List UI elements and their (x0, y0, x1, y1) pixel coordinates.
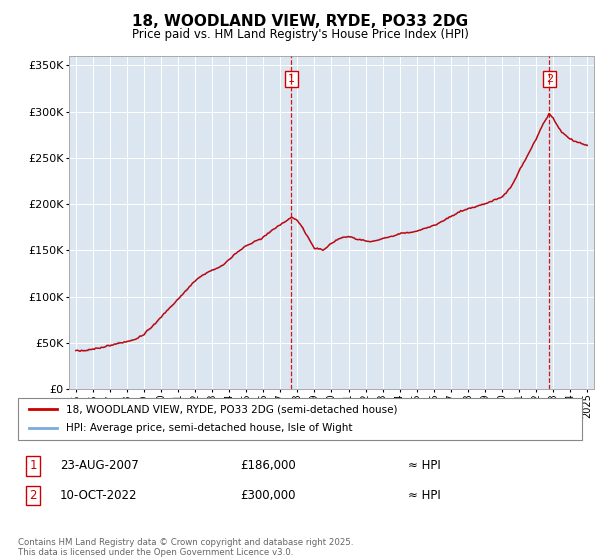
Text: 1: 1 (29, 459, 37, 473)
Text: 18, WOODLAND VIEW, RYDE, PO33 2DG (semi-detached house): 18, WOODLAND VIEW, RYDE, PO33 2DG (semi-… (66, 404, 397, 414)
Text: £300,000: £300,000 (240, 489, 296, 502)
Text: 10-OCT-2022: 10-OCT-2022 (60, 489, 137, 502)
Text: Price paid vs. HM Land Registry's House Price Index (HPI): Price paid vs. HM Land Registry's House … (131, 28, 469, 41)
Text: 23-AUG-2007: 23-AUG-2007 (60, 459, 139, 473)
Text: Contains HM Land Registry data © Crown copyright and database right 2025.
This d: Contains HM Land Registry data © Crown c… (18, 538, 353, 557)
Text: HPI: Average price, semi-detached house, Isle of Wight: HPI: Average price, semi-detached house,… (66, 423, 352, 433)
Text: ≈ HPI: ≈ HPI (408, 489, 441, 502)
Text: 1: 1 (288, 74, 295, 84)
Text: 18, WOODLAND VIEW, RYDE, PO33 2DG: 18, WOODLAND VIEW, RYDE, PO33 2DG (132, 14, 468, 29)
Text: 2: 2 (546, 74, 553, 84)
Text: £186,000: £186,000 (240, 459, 296, 473)
FancyBboxPatch shape (18, 398, 582, 440)
Text: ≈ HPI: ≈ HPI (408, 459, 441, 473)
Text: 2: 2 (29, 489, 37, 502)
